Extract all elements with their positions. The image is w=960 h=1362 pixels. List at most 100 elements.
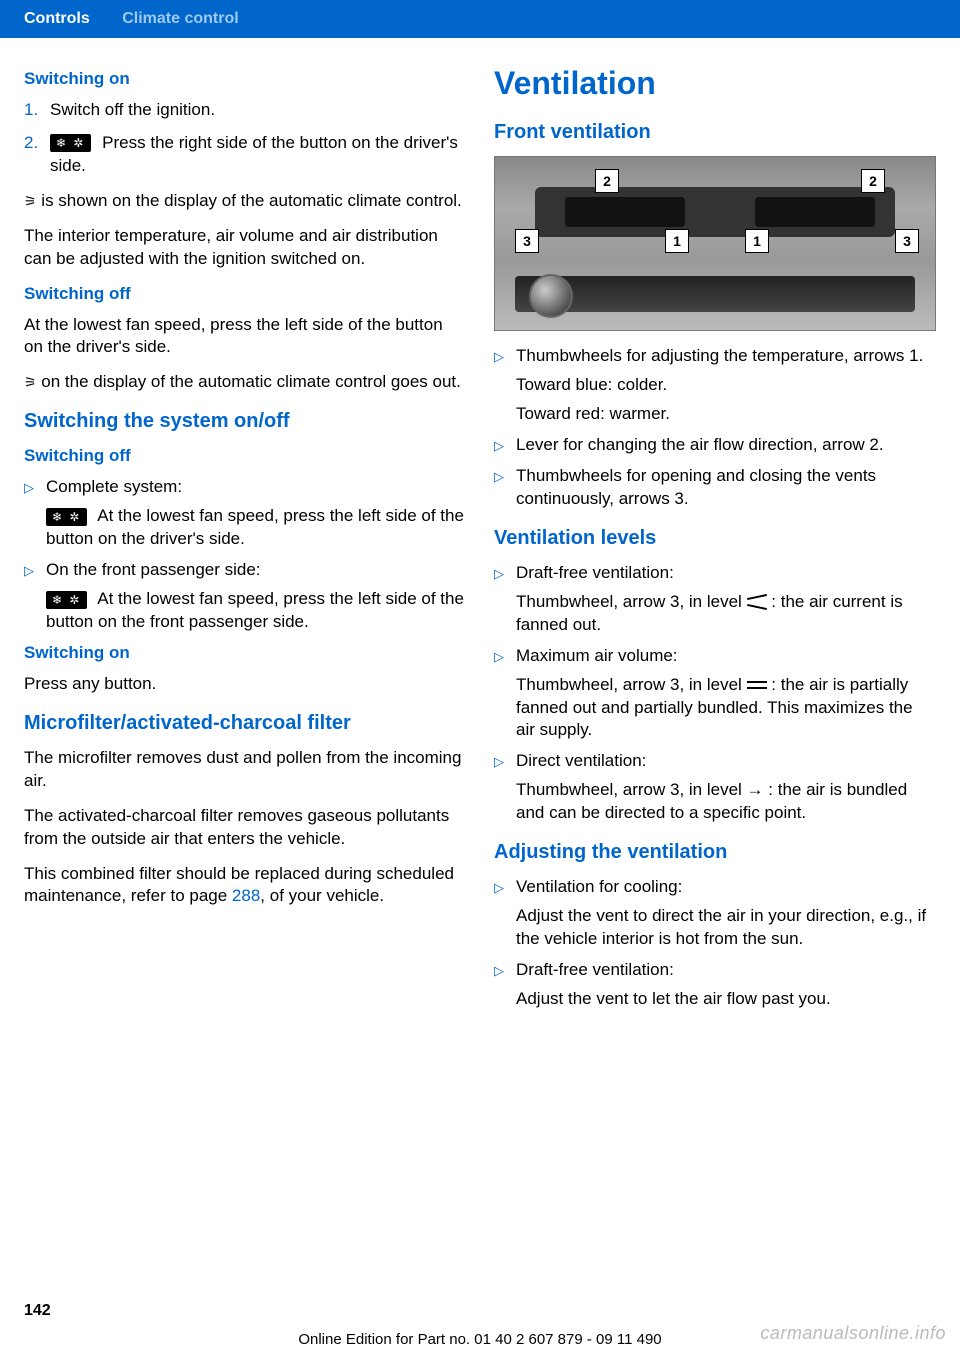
page-header-tabs: Controls Climate control [0, 0, 960, 38]
list-item: ▷ Maximum air volume: Thumbwheel, arrow … [494, 645, 936, 743]
list-item: ▷ Thumbwheels for adjusting the tempera­… [494, 345, 936, 426]
callout-1: 1 [745, 229, 769, 253]
fan-button-icon: ❄ ✲ [46, 591, 87, 609]
adj-b1-sub: Adjust the vent to direct the air in you… [516, 905, 936, 951]
step-2: 2. ❄ ✲ Press the right side of the butto… [24, 132, 466, 178]
step-2-body: ❄ ✲ Press the right side of the button o… [50, 132, 466, 178]
bullet-icon: ▷ [494, 750, 516, 825]
list-item: ▷ On the front passenger side: ❄ ✲ At th… [24, 559, 466, 634]
system-off-list: ▷ Complete system: ❄ ✲ At the lowest fan… [24, 476, 466, 634]
bullet-icon: ▷ [494, 345, 516, 426]
step-2-text: Press the right side of the button on th… [50, 133, 458, 175]
page-body: Switching on 1. Switch off the ignition.… [0, 38, 960, 1019]
bullet-icon: ▷ [494, 562, 516, 637]
step-1-number: 1. [24, 99, 50, 122]
sys-off-b2-sub: ❄ ✲ At the lowest fan speed, press the l… [46, 588, 466, 634]
callout-2: 2 [595, 169, 619, 193]
heading-ventilation: Ventilation [494, 62, 936, 105]
heading-ventilation-levels: Ventilation levels [494, 525, 936, 552]
fv-b1b: Toward blue: colder. [516, 374, 936, 397]
fan-button-icon: ❄ ✲ [46, 508, 87, 526]
heading-switching-on: Switching on [24, 68, 466, 91]
switching-on-p2: The interior temperature, air volume and… [24, 225, 466, 271]
front-ventilation-figure: 2 2 3 1 1 3 [494, 156, 936, 331]
heading-front-ventilation: Front ventilation [494, 119, 936, 146]
step-2-number: 2. [24, 132, 50, 178]
list-item: ▷ Direct ventilation: Thumbwheel, arrow … [494, 750, 936, 825]
lv-b3-sub: Thumbwheel, arrow 3, in level : the air … [516, 779, 936, 825]
sys-off-b1-sub-text: At the lowest fan speed, press the left … [46, 506, 464, 548]
list-item-body: Maximum air volume: Thumbwheel, arrow 3,… [516, 645, 936, 743]
lv-b3: Direct ventilation: [516, 751, 646, 770]
callout-2: 2 [861, 169, 885, 193]
list-item: ▷ Complete system: ❄ ✲ At the lowest fan… [24, 476, 466, 551]
bullet-icon: ▷ [494, 434, 516, 457]
control-knob-icon [529, 274, 573, 318]
fv-b3: Thumbwheels for opening and closing the … [516, 465, 936, 511]
sys-off-b2: On the front passenger side: [46, 560, 261, 579]
list-item: ▷ Draft-free ventilation: Thumbwheel, ar… [494, 562, 936, 637]
lv-b2: Maximum air volume: [516, 646, 678, 665]
step-1: 1. Switch off the ignition. [24, 99, 466, 122]
sys-off-b1-sub: ❄ ✲ At the lowest fan speed, press the l… [46, 505, 466, 551]
heading-system-onoff: Switching the system on/off [24, 408, 466, 435]
levels-list: ▷ Draft-free ventilation: Thumbwheel, ar… [494, 562, 936, 825]
bullet-icon: ▷ [494, 465, 516, 511]
switching-off-p1: At the lowest fan speed, press the left … [24, 314, 466, 360]
vent-slot-left [565, 197, 685, 227]
system-on-p: Press any button. [24, 673, 466, 696]
bullet-icon: ▷ [494, 959, 516, 1011]
lv-b3-sub-a: Thumbwheel, arrow 3, in level [516, 780, 747, 799]
adj-b2-sub: Adjust the vent to let the air flow past… [516, 988, 936, 1011]
fv-b1a: Thumbwheels for adjusting the tempera­tu… [516, 346, 923, 365]
switching-off-p2: ⚞ on the display of the automatic climat… [24, 371, 466, 394]
switching-on-p1-text: is shown on the display of the automatic… [37, 191, 462, 210]
vent-slot-right [755, 197, 875, 227]
list-item-body: Draft-free ventilation: Thumbwheel, arro… [516, 562, 936, 637]
list-item-body: On the front passenger side: ❄ ✲ At the … [46, 559, 466, 634]
list-item-body: Complete system: ❄ ✲ At the lowest fan s… [46, 476, 466, 551]
micro-p2: The activated-charcoal filter removes ga… [24, 805, 466, 851]
micro-p3b: , of your vehicle. [260, 886, 384, 905]
vent-glyph-icon: ⚞ [24, 374, 37, 390]
left-column: Switching on 1. Switch off the ignition.… [24, 62, 466, 1019]
switching-on-p1: ⚞ is shown on the display of the automat… [24, 190, 466, 213]
level-direct-icon [747, 780, 764, 799]
page-ref-link[interactable]: 288 [232, 886, 260, 905]
bullet-icon: ▷ [24, 559, 46, 634]
heading-system-on: Switching on [24, 642, 466, 665]
bullet-icon: ▷ [24, 476, 46, 551]
front-vent-list: ▷ Thumbwheels for adjusting the tempera­… [494, 345, 936, 511]
callout-3: 3 [895, 229, 919, 253]
bullet-icon: ▷ [494, 876, 516, 951]
fv-b1c: Toward red: warmer. [516, 403, 936, 426]
list-item: ▷ Draft-free ventilation: Adjust the ven… [494, 959, 936, 1011]
level-mid-icon [747, 679, 767, 691]
micro-p1: The microfilter removes dust and pollen … [24, 747, 466, 793]
fan-button-icon: ❄ ✲ [50, 134, 91, 152]
switching-off-p2-text: on the display of the automatic climate … [37, 372, 461, 391]
heading-microfilter: Microfilter/activated-charcoal filter [24, 710, 466, 737]
list-item-body: Thumbwheels for adjusting the tempera­tu… [516, 345, 936, 426]
adjusting-list: ▷ Ventilation for cooling: Adjust the ve… [494, 876, 936, 1011]
header-tab-climate: Climate control [122, 10, 238, 27]
lv-b1-sub-a: Thumbwheel, arrow 3, in level [516, 592, 747, 611]
list-item: ▷ Lever for changing the air flow direct… [494, 434, 936, 457]
list-item: ▷ Thumbwheels for opening and closing th… [494, 465, 936, 511]
heading-system-off: Switching off [24, 445, 466, 468]
vent-glyph-icon: ⚞ [24, 193, 37, 209]
list-item-body: Ventilation for cooling: Adjust the vent… [516, 876, 936, 951]
fv-b2: Lever for changing the air flow directio… [516, 434, 936, 457]
adj-b2: Draft-free ventilation: [516, 960, 674, 979]
switching-on-steps: 1. Switch off the ignition. 2. ❄ ✲ Press… [24, 99, 466, 178]
heading-adjusting-ventilation: Adjusting the ventilation [494, 839, 936, 866]
heading-switching-off: Switching off [24, 283, 466, 306]
page-number: 142 [24, 1302, 51, 1320]
header-tab-controls: Controls [24, 10, 90, 27]
step-1-text: Switch off the ignition. [50, 99, 466, 122]
lv-b1: Draft-free ventilation: [516, 563, 674, 582]
lv-b2-sub-a: Thumbwheel, arrow 3, in level [516, 675, 747, 694]
lv-b1-sub: Thumbwheel, arrow 3, in level : the air … [516, 591, 936, 637]
right-column: Ventilation Front ventilation 2 2 3 1 1 … [494, 62, 936, 1019]
list-item-body: Direct ventilation: Thumbwheel, arrow 3,… [516, 750, 936, 825]
